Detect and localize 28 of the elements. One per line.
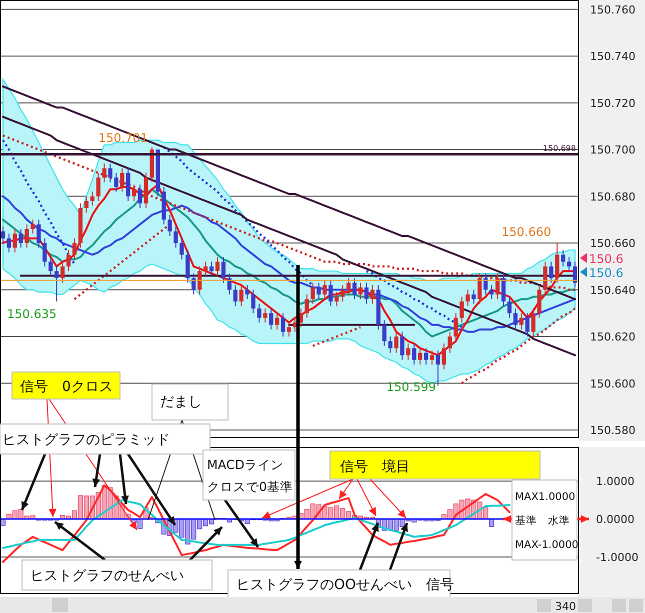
y-tick-label: 1.0000 [596,475,634,488]
annotation: MAX1.0000 [515,491,576,503]
y-tick-label: 150.700 [590,144,636,157]
y-tick-label: 150.620 [590,330,636,344]
annotation: 150.635 [6,307,57,321]
annotation: クロスで0基準 [207,479,293,494]
y-tick-label: 150.720 [590,96,636,110]
text: 340 [555,600,576,613]
text: 150.6 [589,252,624,266]
y-tick-label: 150.640 [590,284,636,297]
y-tick-label: 150.580 [590,424,636,437]
annotation: だまし [160,394,202,410]
text: 150.6 [589,266,624,280]
annotation: 基準 水準 [515,514,570,527]
y-tick-label: 150.740 [590,50,636,64]
y-tick-label: -1.0000 [596,550,638,564]
y-tick-label: 0.0000 [596,513,634,526]
annotation: ヒストグラフのせんべい [30,568,184,584]
y-tick-label: 150.600 [590,377,636,390]
annotation: MACDライン [207,457,284,472]
annotation: MAX-1.0000 [515,539,578,551]
annotation: ヒストグラフのOOせんべい 信号 [236,577,454,593]
y-tick-label: 150.680 [590,190,636,204]
y-tick-label: 150.660 [590,237,636,250]
y-tick-label: 150.760 [590,3,636,16]
annotation: 信号 0クロス [20,379,113,395]
annotation: 150.660 [502,225,552,239]
annotation: 150.599 [386,380,436,394]
